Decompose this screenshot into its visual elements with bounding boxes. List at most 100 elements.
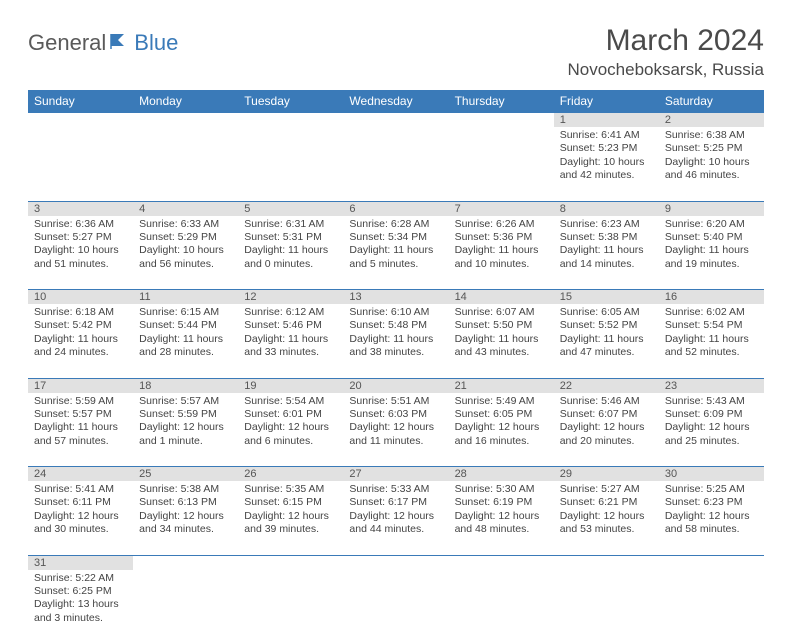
day-cell xyxy=(449,127,554,201)
sunrise-text: Sunrise: 5:43 AM xyxy=(665,395,758,408)
day-cell: Sunrise: 5:49 AMSunset: 6:05 PMDaylight:… xyxy=(449,393,554,467)
sunrise-text: Sunrise: 6:33 AM xyxy=(139,218,232,231)
sunset-text: Sunset: 5:34 PM xyxy=(349,231,442,244)
day-details: Sunrise: 6:41 AMSunset: 5:23 PMDaylight:… xyxy=(554,127,659,187)
day-number-row: 10111213141516 xyxy=(28,290,764,305)
sunrise-text: Sunrise: 5:49 AM xyxy=(455,395,548,408)
day-details: Sunrise: 5:59 AMSunset: 5:57 PMDaylight:… xyxy=(28,393,133,453)
sunrise-text: Sunrise: 6:02 AM xyxy=(665,306,758,319)
day-cell: Sunrise: 5:41 AMSunset: 6:11 PMDaylight:… xyxy=(28,481,133,555)
sunset-text: Sunset: 6:01 PM xyxy=(244,408,337,421)
sunrise-text: Sunrise: 6:23 AM xyxy=(560,218,653,231)
day-cell: Sunrise: 6:38 AMSunset: 5:25 PMDaylight:… xyxy=(659,127,764,201)
day-cell: Sunrise: 5:22 AMSunset: 6:25 PMDaylight:… xyxy=(28,570,133,644)
day-number-row: 31 xyxy=(28,555,764,570)
sunset-text: Sunset: 6:07 PM xyxy=(560,408,653,421)
day-number-cell xyxy=(449,113,554,128)
sunrise-text: Sunrise: 6:26 AM xyxy=(455,218,548,231)
daylight-text: Daylight: 11 hours and 5 minutes. xyxy=(349,244,442,271)
day-body-row: Sunrise: 5:59 AMSunset: 5:57 PMDaylight:… xyxy=(28,393,764,467)
day-number-cell: 4 xyxy=(133,201,238,216)
sunrise-text: Sunrise: 6:41 AM xyxy=(560,129,653,142)
header: General Blue March 2024 Novocheboksarsk,… xyxy=(28,24,764,86)
day-number-cell: 8 xyxy=(554,201,659,216)
day-cell: Sunrise: 6:23 AMSunset: 5:38 PMDaylight:… xyxy=(554,216,659,290)
sunrise-text: Sunrise: 5:46 AM xyxy=(560,395,653,408)
sunset-text: Sunset: 5:25 PM xyxy=(665,142,758,155)
daylight-text: Daylight: 10 hours and 42 minutes. xyxy=(560,156,653,183)
day-number-cell xyxy=(238,555,343,570)
sunset-text: Sunset: 5:38 PM xyxy=(560,231,653,244)
day-number-cell: 30 xyxy=(659,467,764,482)
day-cell: Sunrise: 6:36 AMSunset: 5:27 PMDaylight:… xyxy=(28,216,133,290)
col-tuesday: Tuesday xyxy=(238,90,343,113)
day-cell: Sunrise: 6:31 AMSunset: 5:31 PMDaylight:… xyxy=(238,216,343,290)
day-number-cell: 1 xyxy=(554,113,659,128)
day-number-cell: 14 xyxy=(449,290,554,305)
sunset-text: Sunset: 5:48 PM xyxy=(349,319,442,332)
sunrise-text: Sunrise: 6:12 AM xyxy=(244,306,337,319)
day-cell xyxy=(133,570,238,644)
sunset-text: Sunset: 6:17 PM xyxy=(349,496,442,509)
day-number-cell xyxy=(659,555,764,570)
day-details: Sunrise: 5:49 AMSunset: 6:05 PMDaylight:… xyxy=(449,393,554,453)
day-details: Sunrise: 6:20 AMSunset: 5:40 PMDaylight:… xyxy=(659,216,764,276)
daylight-text: Daylight: 12 hours and 34 minutes. xyxy=(139,510,232,537)
logo: General Blue xyxy=(28,24,178,56)
daylight-text: Daylight: 10 hours and 51 minutes. xyxy=(34,244,127,271)
sunrise-text: Sunrise: 6:07 AM xyxy=(455,306,548,319)
sunset-text: Sunset: 5:52 PM xyxy=(560,319,653,332)
day-number-cell: 22 xyxy=(554,378,659,393)
day-body-row: Sunrise: 6:41 AMSunset: 5:23 PMDaylight:… xyxy=(28,127,764,201)
flag-icon xyxy=(110,32,132,55)
day-number-cell: 12 xyxy=(238,290,343,305)
day-number-cell: 18 xyxy=(133,378,238,393)
day-details: Sunrise: 5:30 AMSunset: 6:19 PMDaylight:… xyxy=(449,481,554,541)
sunrise-text: Sunrise: 6:05 AM xyxy=(560,306,653,319)
day-cell: Sunrise: 5:35 AMSunset: 6:15 PMDaylight:… xyxy=(238,481,343,555)
daylight-text: Daylight: 11 hours and 47 minutes. xyxy=(560,333,653,360)
sunset-text: Sunset: 5:36 PM xyxy=(455,231,548,244)
day-number-row: 17181920212223 xyxy=(28,378,764,393)
day-body-row: Sunrise: 5:41 AMSunset: 6:11 PMDaylight:… xyxy=(28,481,764,555)
day-details: Sunrise: 6:15 AMSunset: 5:44 PMDaylight:… xyxy=(133,304,238,364)
sunrise-text: Sunrise: 6:10 AM xyxy=(349,306,442,319)
day-number-cell: 23 xyxy=(659,378,764,393)
day-cell: Sunrise: 5:51 AMSunset: 6:03 PMDaylight:… xyxy=(343,393,448,467)
day-cell: Sunrise: 6:33 AMSunset: 5:29 PMDaylight:… xyxy=(133,216,238,290)
daylight-text: Daylight: 12 hours and 16 minutes. xyxy=(455,421,548,448)
day-details: Sunrise: 6:33 AMSunset: 5:29 PMDaylight:… xyxy=(133,216,238,276)
day-cell xyxy=(343,570,448,644)
day-details: Sunrise: 5:54 AMSunset: 6:01 PMDaylight:… xyxy=(238,393,343,453)
sunrise-text: Sunrise: 5:59 AM xyxy=(34,395,127,408)
day-number-cell: 17 xyxy=(28,378,133,393)
day-number-cell: 15 xyxy=(554,290,659,305)
col-sunday: Sunday xyxy=(28,90,133,113)
day-header-row: Sunday Monday Tuesday Wednesday Thursday… xyxy=(28,90,764,113)
day-details: Sunrise: 6:12 AMSunset: 5:46 PMDaylight:… xyxy=(238,304,343,364)
day-number-cell: 2 xyxy=(659,113,764,128)
day-number-cell: 25 xyxy=(133,467,238,482)
logo-text-blue: Blue xyxy=(134,30,178,56)
daylight-text: Daylight: 12 hours and 25 minutes. xyxy=(665,421,758,448)
col-friday: Friday xyxy=(554,90,659,113)
day-number-cell: 20 xyxy=(343,378,448,393)
sunrise-text: Sunrise: 6:20 AM xyxy=(665,218,758,231)
sunset-text: Sunset: 5:23 PM xyxy=(560,142,653,155)
day-cell xyxy=(238,127,343,201)
day-details: Sunrise: 5:27 AMSunset: 6:21 PMDaylight:… xyxy=(554,481,659,541)
sunset-text: Sunset: 6:03 PM xyxy=(349,408,442,421)
sunset-text: Sunset: 6:05 PM xyxy=(455,408,548,421)
day-details: Sunrise: 6:18 AMSunset: 5:42 PMDaylight:… xyxy=(28,304,133,364)
day-body-row: Sunrise: 6:36 AMSunset: 5:27 PMDaylight:… xyxy=(28,216,764,290)
daylight-text: Daylight: 11 hours and 28 minutes. xyxy=(139,333,232,360)
day-cell: Sunrise: 6:05 AMSunset: 5:52 PMDaylight:… xyxy=(554,304,659,378)
sunrise-text: Sunrise: 6:38 AM xyxy=(665,129,758,142)
daylight-text: Daylight: 12 hours and 1 minute. xyxy=(139,421,232,448)
sunset-text: Sunset: 6:11 PM xyxy=(34,496,127,509)
sunset-text: Sunset: 6:15 PM xyxy=(244,496,337,509)
daylight-text: Daylight: 11 hours and 43 minutes. xyxy=(455,333,548,360)
day-cell xyxy=(133,127,238,201)
day-number-cell: 29 xyxy=(554,467,659,482)
sunset-text: Sunset: 5:44 PM xyxy=(139,319,232,332)
